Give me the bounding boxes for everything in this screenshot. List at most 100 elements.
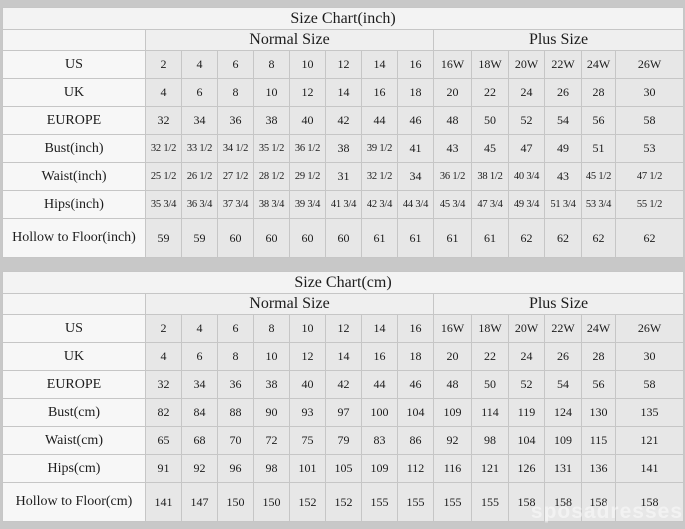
size-cell: 75 (289, 426, 326, 455)
size-cell: 155 (361, 482, 398, 522)
size-cell: 4 (181, 50, 218, 79)
size-cell: 38 (325, 134, 362, 163)
size-cell: 31 (325, 162, 362, 191)
size-cell: 22W (544, 50, 582, 79)
size-cell: 47 3/4 (471, 190, 509, 219)
size-cell: 114 (471, 398, 509, 427)
size-cell: 6 (217, 314, 254, 343)
size-cell: 41 (397, 134, 434, 163)
size-cell: 37 3/4 (217, 190, 254, 219)
size-cell: 141 (145, 482, 182, 522)
size-cell: 61 (433, 218, 472, 258)
size-cell: 39 1/2 (361, 134, 398, 163)
size-cell: 45 1/2 (581, 162, 616, 191)
size-cell: 61 (397, 218, 434, 258)
size-cell: 62 (544, 218, 582, 258)
table-row: EUROPE 32 34 36 38 40 42 44 46 48 50 52 54 56 58 (2, 370, 684, 399)
size-chart-inch-table: Size Chart(inch) Normal Size Plus Size US 2 4… (2, 7, 684, 258)
size-cell: 49 3/4 (508, 190, 545, 219)
size-cell: 20 (433, 342, 472, 371)
size-cell: 61 (471, 218, 509, 258)
size-cell: 152 (325, 482, 362, 522)
table-row: US 2 4 6 8 10 12 14 16 16W 18W 20W 22W 24W 26W (2, 314, 684, 343)
size-cell: 109 (544, 426, 582, 455)
size-cell: 16W (433, 50, 472, 79)
size-cell: 51 3/4 (544, 190, 582, 219)
size-cell: 34 (397, 162, 434, 191)
size-cell: 24 (508, 78, 545, 107)
row-label: Hips(cm) (2, 454, 146, 483)
size-cell: 36 3/4 (181, 190, 218, 219)
size-cell: 60 (325, 218, 362, 258)
size-cell: 65 (145, 426, 182, 455)
size-cell: 20W (508, 50, 545, 79)
size-cell: 18 (397, 342, 434, 371)
size-cell: 55 1/2 (615, 190, 684, 219)
size-cell: 60 (217, 218, 254, 258)
size-cell: 4 (181, 314, 218, 343)
size-cell: 20W (508, 314, 545, 343)
size-cell: 43 (544, 162, 582, 191)
size-cell: 158 (581, 482, 616, 522)
size-cell: 88 (217, 398, 254, 427)
size-cell: 30 (615, 342, 684, 371)
size-cell: 14 (361, 50, 398, 79)
size-cell: 44 3/4 (397, 190, 434, 219)
size-cell: 54 (544, 370, 582, 399)
size-cell: 29 1/2 (289, 162, 326, 191)
size-cell: 83 (361, 426, 398, 455)
size-cell: 10 (289, 314, 326, 343)
size-cell: 119 (508, 398, 545, 427)
group-header-normal-size: Normal Size (145, 29, 434, 51)
table-row: Waist(cm) 65 68 70 72 75 79 83 86 92 98 104 109 115 12… (2, 426, 684, 455)
size-cell: 35 1/2 (253, 134, 290, 163)
size-cell: 28 (581, 342, 616, 371)
size-cell: 4 (145, 342, 182, 371)
row-label: Hollow to Floor(cm) (2, 482, 146, 522)
row-label: US (2, 50, 146, 79)
size-cell: 135 (615, 398, 684, 427)
size-cell: 56 (581, 106, 616, 135)
size-cell: 155 (471, 482, 509, 522)
size-cell: 61 (361, 218, 398, 258)
size-cell: 42 (325, 106, 362, 135)
size-cell: 141 (615, 454, 684, 483)
size-cell: 8 (217, 78, 254, 107)
size-cell: 158 (508, 482, 545, 522)
size-cell: 14 (325, 78, 362, 107)
size-cell: 53 (615, 134, 684, 163)
size-cell: 50 (471, 370, 509, 399)
size-cell: 47 1/2 (615, 162, 684, 191)
size-cell: 152 (289, 482, 326, 522)
size-chart-cm-table: Size Chart(cm) Normal Size Plus Size US 2 4 6 8… (2, 271, 684, 522)
group-header-plus-size: Plus Size (433, 29, 684, 51)
size-cell: 150 (217, 482, 254, 522)
size-cell: 38 (253, 106, 290, 135)
size-cell: 6 (181, 342, 218, 371)
row-label: EUROPE (2, 370, 146, 399)
size-cell: 112 (397, 454, 434, 483)
size-cell: 24 (508, 342, 545, 371)
size-cell: 32 (145, 106, 182, 135)
row-label: Hollow to Floor(inch) (2, 218, 146, 258)
size-cell: 84 (181, 398, 218, 427)
size-cell: 4 (145, 78, 182, 107)
size-cell: 43 (433, 134, 472, 163)
size-cell: 45 (471, 134, 509, 163)
row-label: Bust(cm) (2, 398, 146, 427)
size-cell: 68 (181, 426, 218, 455)
row-label: UK (2, 342, 146, 371)
size-cell: 130 (581, 398, 616, 427)
row-label: Bust(inch) (2, 134, 146, 163)
table-row: Bust(inch) 32 1/2 33 1/2 34 1/2 35 1/2 36 1/2… (2, 134, 684, 163)
size-cell: 8 (217, 342, 254, 371)
size-cell: 56 (581, 370, 616, 399)
size-cell: 59 (181, 218, 218, 258)
size-cell: 40 (289, 106, 326, 135)
size-cell: 12 (289, 78, 326, 107)
size-cell: 158 (615, 482, 684, 522)
size-cell: 14 (325, 342, 362, 371)
size-cell: 51 (581, 134, 616, 163)
size-cell: 6 (217, 50, 254, 79)
size-cell: 22 (471, 342, 509, 371)
